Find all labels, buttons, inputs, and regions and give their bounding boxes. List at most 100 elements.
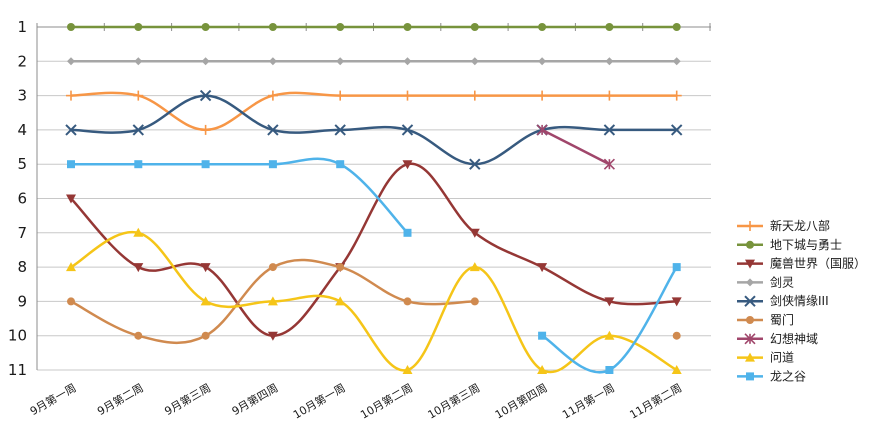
series-8 bbox=[67, 157, 681, 374]
legend-item: 剑侠情缘III bbox=[737, 293, 829, 308]
legend-label: 地下城与勇士 bbox=[770, 238, 842, 252]
legend-swatch-marker bbox=[746, 278, 754, 287]
series-1 bbox=[67, 23, 681, 31]
data-point bbox=[402, 90, 413, 101]
legend-label: 问道 bbox=[770, 351, 794, 365]
legend-label: 幻想神域 bbox=[770, 331, 818, 346]
x-tick-label: 9月第三周 bbox=[162, 380, 213, 418]
data-point bbox=[134, 160, 143, 169]
data-point bbox=[335, 296, 346, 306]
data-point bbox=[200, 124, 211, 135]
series-3 bbox=[67, 57, 681, 66]
legend-swatch-marker bbox=[746, 240, 754, 249]
data-point bbox=[604, 90, 615, 101]
data-point bbox=[603, 158, 615, 170]
y-tick-label: 10 bbox=[8, 327, 27, 345]
y-tick-label: 3 bbox=[17, 87, 27, 105]
data-point bbox=[672, 23, 681, 31]
data-point bbox=[268, 57, 277, 66]
data-point bbox=[469, 262, 480, 272]
data-point bbox=[200, 263, 211, 273]
data-point bbox=[336, 23, 345, 31]
series-line bbox=[70, 91, 677, 132]
legend-label: 魔兽世界（国服） bbox=[770, 256, 866, 271]
data-point bbox=[134, 23, 143, 31]
legend-swatch-marker bbox=[745, 221, 755, 231]
data-point bbox=[402, 365, 413, 374]
data-point bbox=[605, 57, 614, 66]
data-point bbox=[469, 158, 481, 170]
y-tick-label: 11 bbox=[8, 361, 27, 379]
data-point bbox=[603, 124, 616, 136]
data-point bbox=[537, 263, 548, 273]
data-point bbox=[201, 331, 210, 340]
legend-item: 蜀门 bbox=[737, 312, 794, 327]
data-point bbox=[403, 228, 412, 237]
data-point bbox=[604, 297, 615, 307]
data-point bbox=[334, 124, 346, 136]
series-line bbox=[70, 94, 677, 166]
data-point bbox=[267, 90, 278, 101]
data-point bbox=[267, 331, 278, 341]
data-point bbox=[268, 263, 277, 272]
data-point bbox=[670, 124, 683, 136]
data-point bbox=[336, 160, 345, 169]
data-point bbox=[538, 331, 547, 340]
data-point bbox=[672, 331, 681, 340]
series-2 bbox=[66, 160, 682, 341]
data-point bbox=[67, 297, 75, 306]
data-point bbox=[267, 124, 279, 136]
series-5 bbox=[67, 258, 681, 345]
y-tick-label: 7 bbox=[17, 224, 27, 242]
legend-label: 龙之谷 bbox=[770, 369, 806, 383]
data-point bbox=[67, 160, 75, 169]
data-point bbox=[672, 57, 681, 66]
data-point bbox=[671, 365, 682, 374]
data-point bbox=[66, 194, 76, 204]
data-point bbox=[470, 57, 479, 66]
data-point bbox=[267, 296, 278, 306]
data-point bbox=[336, 57, 345, 66]
x-tick-label: 10月第二周 bbox=[358, 380, 415, 421]
data-point bbox=[199, 89, 212, 102]
data-point bbox=[201, 57, 210, 66]
data-point bbox=[403, 57, 412, 66]
data-point bbox=[133, 263, 144, 273]
data-point bbox=[132, 124, 145, 136]
legend-label: 新天龙八部 bbox=[770, 218, 830, 233]
data-point bbox=[538, 57, 547, 66]
legend-item: 新天龙八部 bbox=[737, 218, 830, 233]
series-line bbox=[70, 230, 678, 374]
legend-swatch-marker bbox=[745, 352, 755, 362]
x-tick-label: 9月第四周 bbox=[229, 380, 280, 418]
data-point bbox=[536, 124, 548, 136]
legend-item: 魔兽世界（国服） bbox=[737, 256, 866, 271]
y-tick-label: 8 bbox=[17, 258, 27, 276]
x-tick-label: 10月第一周 bbox=[290, 380, 347, 421]
data-point bbox=[67, 23, 75, 31]
x-tick-label: 11月第二周 bbox=[627, 380, 684, 421]
y-tick-label: 5 bbox=[17, 155, 27, 173]
data-point bbox=[401, 124, 414, 136]
data-point bbox=[470, 297, 479, 306]
data-point bbox=[133, 90, 144, 101]
data-point bbox=[335, 90, 346, 101]
data-point bbox=[268, 23, 277, 31]
data-point bbox=[402, 160, 413, 170]
legend-item: 问道 bbox=[737, 351, 794, 365]
data-point bbox=[403, 23, 412, 31]
legend-item: 地下城与勇士 bbox=[737, 238, 842, 252]
data-point bbox=[605, 366, 614, 374]
data-point bbox=[201, 160, 210, 169]
data-point bbox=[201, 23, 210, 31]
x-tick-label: 11月第一周 bbox=[560, 380, 617, 421]
data-point bbox=[671, 90, 682, 101]
series-line bbox=[70, 157, 409, 234]
y-tick-label: 6 bbox=[17, 190, 27, 208]
y-tick-label: 2 bbox=[17, 52, 27, 70]
data-point bbox=[538, 23, 547, 31]
x-tick-label: 9月第二周 bbox=[95, 380, 146, 418]
